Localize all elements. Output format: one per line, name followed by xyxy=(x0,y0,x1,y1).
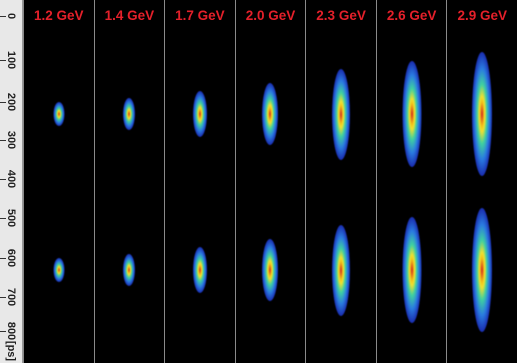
energy-label: 1.2 GeV xyxy=(34,8,84,23)
bunch-spot xyxy=(402,60,422,168)
energy-label: 2.6 GeV xyxy=(386,8,437,23)
bunch-spot xyxy=(472,52,493,176)
energy-label: 2.9 GeV xyxy=(457,8,507,23)
energy-label: 1.7 GeV xyxy=(175,8,225,23)
bunch-spot xyxy=(262,238,279,302)
energy-label: 2.0 GeV xyxy=(245,8,296,23)
energy-panel: 2.0 GeV xyxy=(234,0,306,363)
bunch-spot xyxy=(332,68,351,160)
energy-panel: 2.3 GeV xyxy=(305,0,376,363)
energy-panel: 1.7 GeV xyxy=(164,0,235,363)
bunch-spot xyxy=(123,97,136,131)
axis-unit: [ps] xyxy=(5,340,18,362)
time-axis: 0 100 200 300 400 500 600 700 800 [ps] xyxy=(0,0,23,363)
bunch-spot xyxy=(262,82,279,146)
energy-panel: 2.9 GeV xyxy=(446,0,517,363)
bunch-spot xyxy=(332,224,351,316)
energy-label: 1.4 GeV xyxy=(104,8,155,23)
bunch-spot xyxy=(123,253,136,287)
bunch-spot xyxy=(53,258,65,282)
bunch-spot xyxy=(472,208,493,332)
energy-panel: 1.2 GeV xyxy=(23,0,94,363)
bunch-spot xyxy=(192,247,207,293)
energy-label: 2.3 GeV xyxy=(316,8,366,23)
energy-panel: 1.4 GeV xyxy=(93,0,165,363)
bunch-spot xyxy=(192,91,207,137)
energy-panels: 1.2 GeV 1.4 GeV 1.7 GeV 2.0 GeV 2.3 GeV 2.6 G… xyxy=(23,0,517,363)
energy-panel: 2.6 GeV xyxy=(375,0,447,363)
bunch-spot xyxy=(53,102,65,126)
bunch-spot xyxy=(402,216,422,324)
